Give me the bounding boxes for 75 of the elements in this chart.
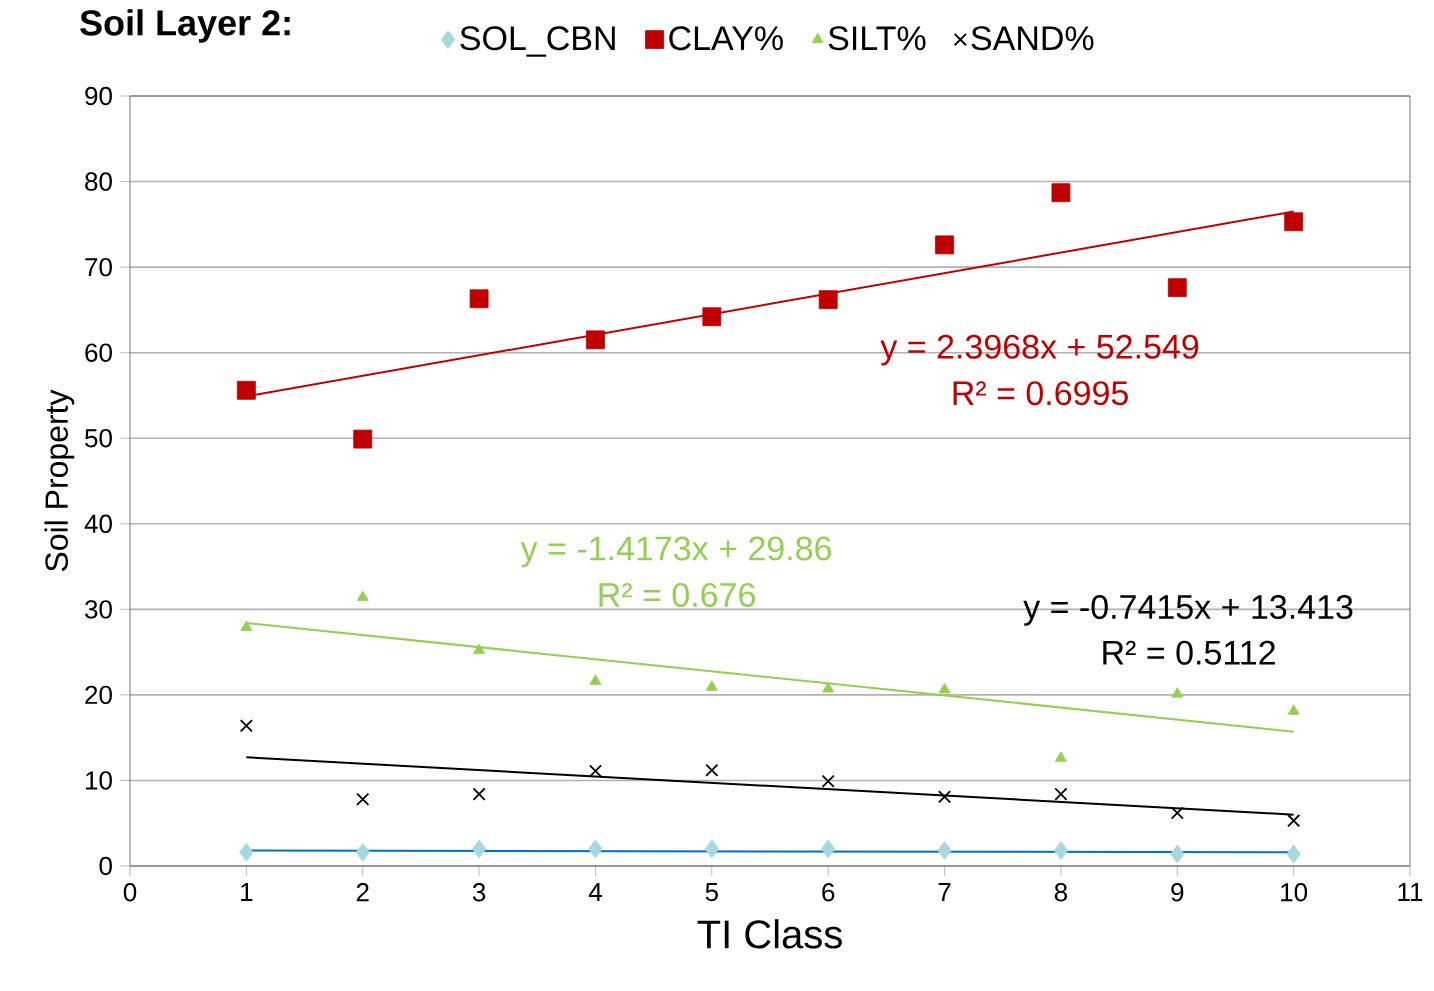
annotation: R² = 0.5112 xyxy=(1103,640,1275,665)
point xyxy=(705,763,719,777)
point xyxy=(239,719,253,733)
point xyxy=(1171,687,1184,698)
y-tick-label: 20 xyxy=(85,685,112,705)
x-axis-title: TI Class xyxy=(697,919,842,949)
point xyxy=(1286,844,1301,864)
point xyxy=(356,590,369,601)
legend-label: SAND% xyxy=(971,26,1094,51)
point xyxy=(1287,814,1301,828)
point xyxy=(588,764,603,778)
point xyxy=(938,682,951,694)
y-tick-label: 10 xyxy=(86,771,112,790)
annotation: R² = 0.676 xyxy=(599,582,755,608)
chart-title: Soil Layer 2: xyxy=(80,9,290,43)
x-tick-label: 10 xyxy=(1281,883,1308,902)
point xyxy=(1170,844,1185,864)
point xyxy=(1167,278,1187,298)
point xyxy=(822,682,835,693)
legend-label: SILT% xyxy=(828,26,926,51)
point xyxy=(704,839,719,859)
point xyxy=(1054,751,1067,762)
annotation: y = -0.7415x + 13.413 xyxy=(1023,594,1353,626)
point xyxy=(353,429,373,449)
x-tick-label: 4 xyxy=(588,883,602,901)
point xyxy=(938,790,952,804)
y-tick-label: 90 xyxy=(85,86,112,106)
point xyxy=(1287,704,1300,715)
point xyxy=(355,842,370,862)
annotation: y = -1.4173x + 29.86 xyxy=(520,536,831,568)
x-tick-label: 3 xyxy=(472,883,486,902)
legend-label: SOL_CBN xyxy=(460,26,615,57)
x-tick-label: 7 xyxy=(938,883,951,901)
x-tick-label: 2 xyxy=(356,883,369,902)
x-tick-label: 8 xyxy=(1054,883,1068,902)
point xyxy=(589,674,602,685)
y-tick-label: 60 xyxy=(85,343,112,362)
y-tick-label: 50 xyxy=(85,429,112,448)
point xyxy=(236,380,256,400)
point xyxy=(469,289,489,309)
point xyxy=(473,643,486,654)
legend-label: CLAY% xyxy=(669,26,783,51)
x-tick-label: 11 xyxy=(1398,883,1423,901)
point xyxy=(471,839,487,859)
y-tick-label: 0 xyxy=(99,856,112,876)
annotation: y = 2.3968x + 52.549 xyxy=(880,334,1199,366)
point xyxy=(1170,806,1184,820)
point xyxy=(1054,787,1068,801)
point xyxy=(472,787,486,801)
y-tick-label: 30 xyxy=(85,600,112,619)
x-tick-label: 1 xyxy=(241,883,253,901)
point xyxy=(935,235,954,255)
x-tick-label: 0 xyxy=(123,883,137,902)
point xyxy=(821,839,836,859)
x-tick-label: 5 xyxy=(705,883,718,902)
y-tick-label: 40 xyxy=(84,514,112,533)
point xyxy=(818,290,838,310)
point xyxy=(586,330,605,350)
point xyxy=(705,680,718,691)
point xyxy=(702,307,722,327)
point xyxy=(1051,183,1071,203)
y-tick-label: 80 xyxy=(85,172,112,191)
point xyxy=(239,842,254,862)
point xyxy=(937,841,952,860)
point xyxy=(356,792,370,806)
y-tick-label: 70 xyxy=(85,257,112,277)
x-tick-label: 9 xyxy=(1171,883,1184,902)
point xyxy=(1284,212,1304,232)
annotation: R² = 0.6995 xyxy=(953,381,1128,406)
x-tick-label: 6 xyxy=(822,883,835,902)
point xyxy=(588,839,603,859)
point xyxy=(821,774,835,788)
point xyxy=(1053,841,1069,860)
point xyxy=(240,620,253,631)
y-axis-title: Soil Property xyxy=(44,389,75,572)
